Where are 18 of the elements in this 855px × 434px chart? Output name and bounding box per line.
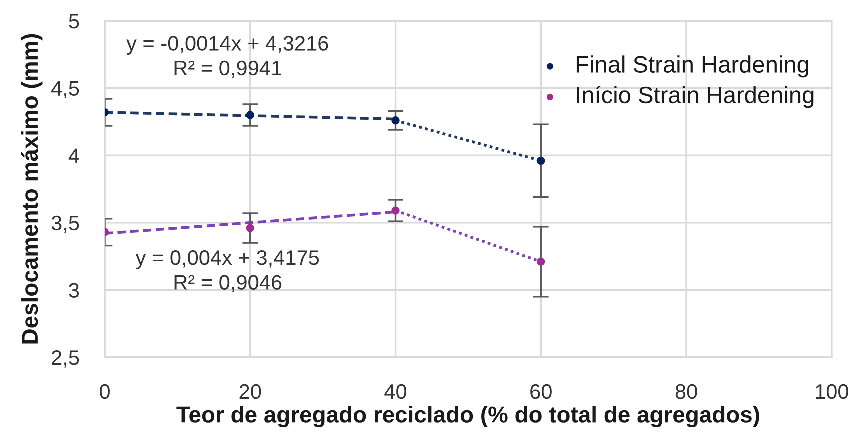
x-tick-label: 20 <box>240 384 262 400</box>
x-tick-label: 80 <box>676 384 698 400</box>
y-tick-label: 5 <box>69 14 80 29</box>
x-tick-label: 60 <box>530 384 552 400</box>
x-tick-label: 100 <box>816 384 848 400</box>
annotation: y = -0,0014x + 4,3216 R² = 0,9941 <box>126 36 328 78</box>
annotation: y = 0,004x + 3,4175 R² = 0,9046 <box>136 250 320 292</box>
y-tick-label: 2,5 <box>52 350 80 368</box>
y-tick-label: 4,5 <box>52 82 80 99</box>
y-axis-title: Deslocamento máximo (mm) <box>21 34 43 344</box>
legend-label: Início Strain Hardening <box>577 86 814 108</box>
y-tick-label: 3,5 <box>52 216 80 234</box>
x-tick-label: 40 <box>384 384 407 400</box>
y-tick-label: 3 <box>69 283 80 298</box>
y-tick-label: 4 <box>68 148 80 164</box>
x-tick-label: 0 <box>100 384 110 400</box>
legend-label: Final Strain Hardening <box>576 56 808 78</box>
x-axis-title: Teor de agregado reciclado (% do total de agregados) <box>176 406 760 428</box>
